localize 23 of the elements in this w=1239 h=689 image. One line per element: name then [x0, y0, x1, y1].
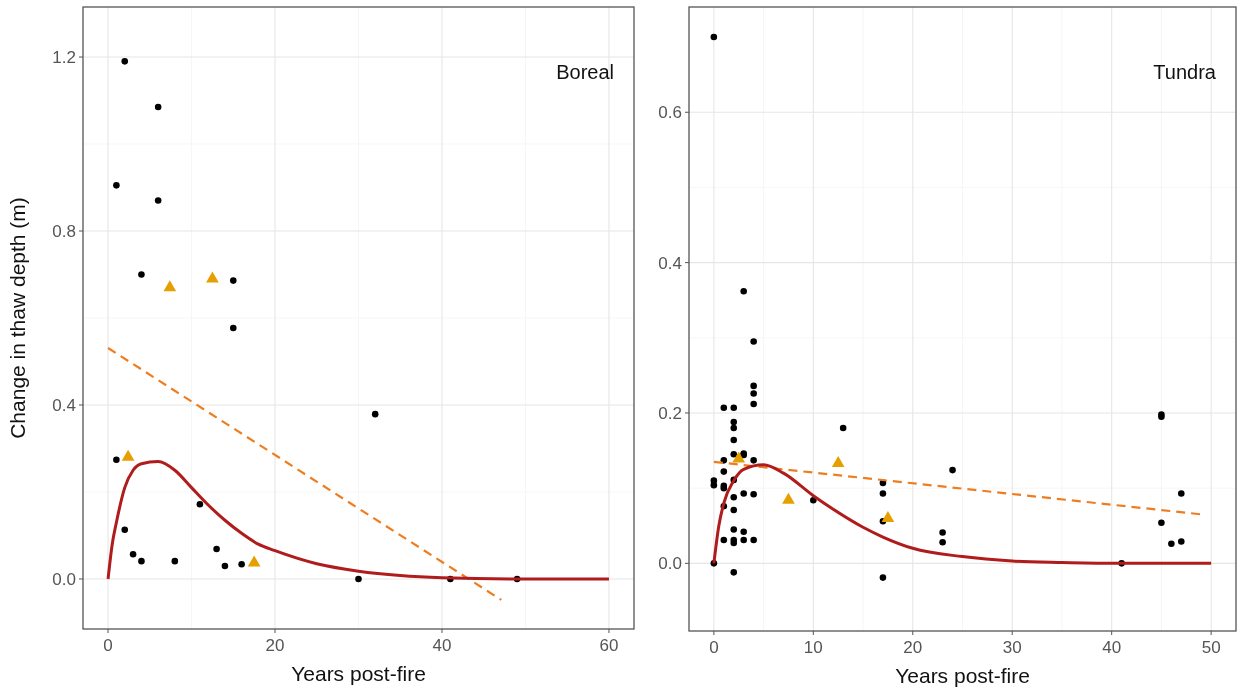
y-tick-label: 0.0 [52, 569, 76, 589]
y-tick-label: 0.4 [658, 253, 682, 273]
x-tick-label: 40 [1102, 638, 1122, 657]
x-tick-label: 20 [903, 638, 923, 657]
x-tick-label: 60 [599, 636, 619, 655]
x-axis-title: Years post-fire [895, 664, 1030, 687]
x-axis-title: Years post-fire [291, 662, 426, 685]
y-tick-label: 0.4 [52, 395, 76, 415]
y-axis-title: Change in thaw depth (m) [6, 197, 29, 439]
annotation: Boreal [556, 61, 614, 83]
y-tick-label: 1.2 [52, 47, 76, 67]
x-tick-label: 10 [803, 638, 823, 657]
y-tick-label: 0.0 [658, 554, 682, 574]
y-tick-label: 0.6 [658, 103, 682, 123]
x-tick-label: 20 [265, 636, 285, 655]
annotation: Tundra [1153, 61, 1217, 83]
x-tick-label: 50 [1201, 638, 1221, 657]
x-tick-label: 30 [1002, 638, 1022, 657]
x-tick-label: 40 [432, 636, 452, 655]
y-tick-label: 0.2 [658, 403, 682, 423]
y-tick-label: 0.8 [52, 221, 76, 241]
x-tick-label: 0 [709, 638, 719, 657]
x-tick-label: 0 [103, 636, 113, 655]
